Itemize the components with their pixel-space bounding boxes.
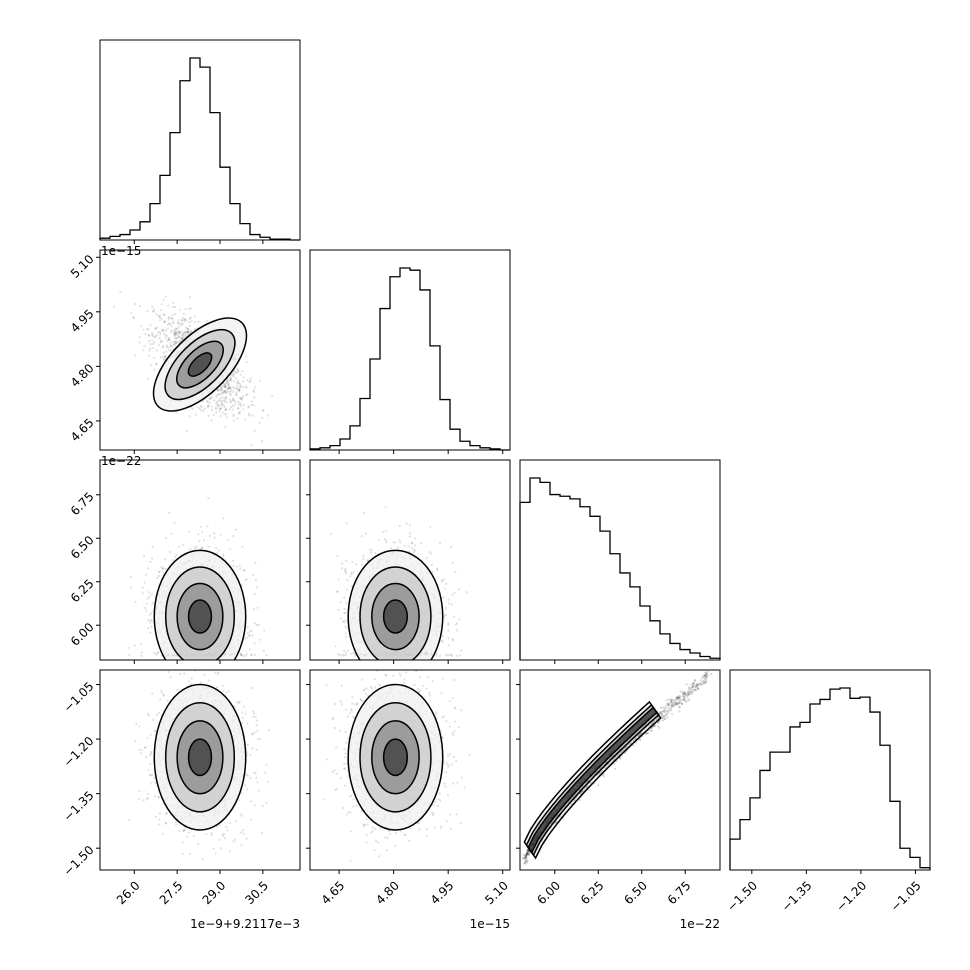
x-tick-label-3-1: −1.35 — [779, 878, 815, 914]
axes-frame-3-2 — [519, 669, 721, 871]
y-tick-label-2-1: 6.25 — [68, 576, 97, 605]
x-offset-label-1: 1e−15 — [470, 917, 510, 931]
x-tick-label-3-0: −1.50 — [724, 878, 760, 914]
contour-0-3-3 — [187, 738, 213, 777]
x-tick-label-0-2: 29.0 — [200, 878, 229, 907]
y-tick-label-3-2: −1.20 — [61, 734, 97, 770]
axes-frame-2-0 — [99, 459, 301, 661]
y-tick-label-3-0: −1.50 — [61, 843, 97, 879]
contour-1-2-3 — [382, 599, 409, 634]
y-tick-label-1-0: 4.65 — [68, 416, 97, 445]
contour-1-3-3 — [382, 738, 409, 777]
y-tick-label-3-3: −1.05 — [61, 679, 97, 715]
histogram-2 — [519, 477, 721, 660]
contours-1-3 — [347, 683, 444, 831]
y-tick-label-2-0: 6.00 — [68, 620, 97, 649]
axes-frame-2-2 — [519, 459, 721, 661]
contour-0-1-3 — [187, 352, 213, 377]
x-tick-label-0-1: 27.5 — [157, 878, 186, 907]
axes-frame-1-1 — [309, 249, 511, 451]
y-offset-label-2: 1e−22 — [101, 454, 141, 468]
y-offset-label-1: 1e−15 — [101, 244, 141, 258]
axes-frame-3-3 — [729, 669, 931, 871]
contour-layer — [99, 57, 931, 870]
axes-frame-3-1 — [309, 669, 511, 871]
axes-frame-2-1 — [309, 459, 511, 661]
x-offset-label-2: 1e−22 — [680, 917, 720, 931]
x-tick-label-3-2: −1.20 — [833, 878, 869, 914]
x-tick-label-1-2: 4.95 — [428, 878, 457, 907]
x-tick-label-1-3: 5.10 — [482, 878, 511, 907]
x-offset-label-0: 1e−9+9.2117e−3 — [190, 917, 300, 931]
contours-0-2 — [153, 549, 247, 660]
x-tick-label-1-1: 4.80 — [373, 878, 402, 907]
y-tick-label-2-2: 6.50 — [68, 533, 97, 562]
x-tick-label-2-3: 6.75 — [665, 878, 694, 907]
y-tick-label-1-3: 5.10 — [68, 252, 97, 281]
y-tick-label-1-2: 4.95 — [68, 307, 97, 336]
axes-frame-3-0 — [99, 669, 301, 871]
histogram-3 — [729, 687, 931, 870]
x-tick-label-3-3: −1.05 — [888, 878, 924, 914]
y-tick-label-1-1: 4.80 — [68, 361, 97, 390]
x-tick-label-2-2: 6.50 — [621, 878, 650, 907]
contour-2-3-2 — [527, 706, 658, 854]
axes-frame-0-0 — [99, 39, 301, 241]
x-tick-label-2-0: 6.00 — [534, 878, 563, 907]
x-tick-label-2-1: 6.25 — [578, 878, 607, 907]
contour-0-2-3 — [187, 599, 213, 634]
x-tick-label-1-0: 4.65 — [319, 878, 348, 907]
histogram-1 — [309, 267, 510, 451]
y-tick-label-2-3: 6.75 — [68, 489, 97, 518]
x-tick-label-0-3: 30.5 — [242, 878, 271, 907]
contours-2-3 — [523, 700, 662, 860]
histogram-0 — [99, 57, 300, 241]
contours-0-3 — [153, 683, 247, 831]
density-layer — [522, 670, 713, 865]
contours-1-2 — [347, 549, 444, 660]
y-tick-label-3-1: −1.35 — [61, 788, 97, 824]
contour-2-3-1 — [525, 703, 660, 857]
axes-frame-1-0 — [99, 249, 301, 451]
contours-0-1 — [152, 317, 248, 412]
density-2-3 — [522, 670, 713, 865]
axes-frames-layer — [96, 39, 931, 874]
x-tick-label-0-0: 26.0 — [114, 878, 143, 907]
